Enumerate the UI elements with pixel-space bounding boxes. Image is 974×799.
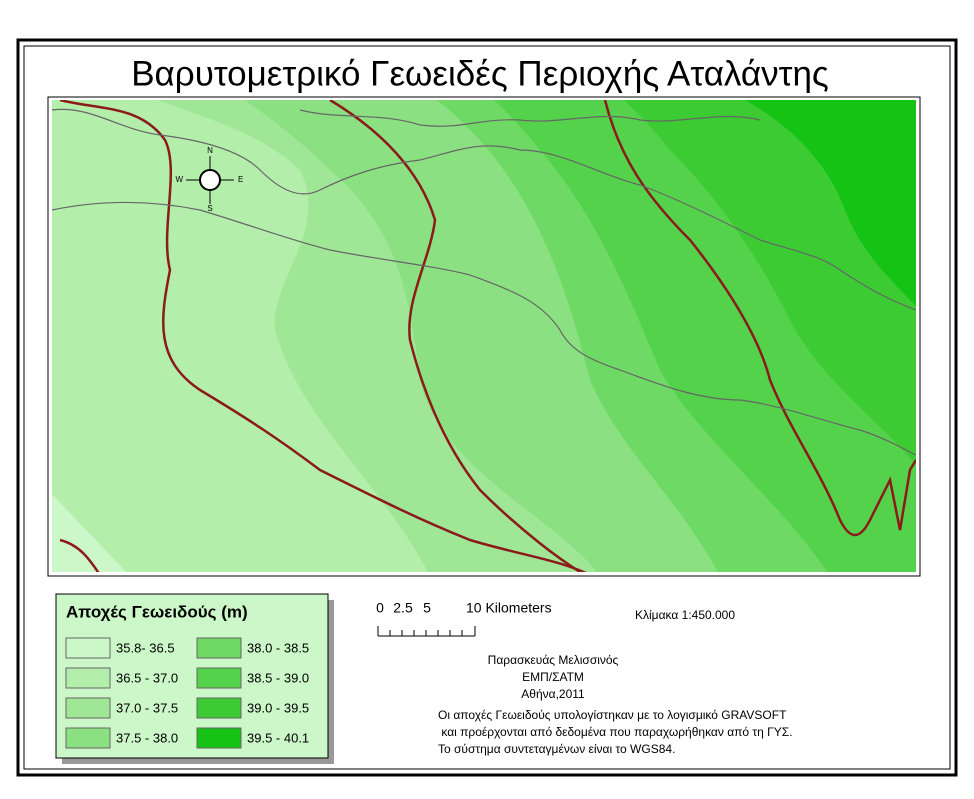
coastline (52, 201, 916, 456)
legend-label: 35.8- 36.5 (116, 640, 175, 655)
legend-label: 39.5 - 40.1 (247, 730, 309, 745)
note: Το σύστημα συντεταγμένων είναι το WGS84. (438, 742, 675, 756)
legend-items: 35.8- 36.5 36.5 - 37.0 37.0 - 37.5 37.5 - 3… (65, 637, 309, 749)
scale-bar: 0 2.5 5 10 Kilometers (376, 600, 552, 637)
legend-title: Αποχές Γεωειδούς (m) (66, 602, 248, 621)
legend-label: 38.5 - 39.0 (247, 670, 309, 685)
credit: Αθήνα,2011 (521, 687, 585, 701)
note: και προέρχονται από δεδομένα που παραχωρ… (438, 725, 793, 739)
boundary (603, 100, 916, 537)
coastline (299, 109, 761, 127)
map-zones (52, 100, 916, 572)
legend-swatch (196, 697, 242, 719)
compass-e: E (238, 175, 243, 184)
compass: N E S W (175, 146, 243, 213)
compass-s: S (207, 204, 212, 213)
scale-bar-label: 10 Kilometers (466, 600, 552, 616)
compass-ring (199, 169, 221, 191)
boundary (59, 100, 587, 572)
boundary (59, 538, 100, 572)
legend-swatch (196, 727, 242, 749)
map-title: Βαρυτομετρικό Γεωειδές Περιοχής Αταλάντη… (131, 54, 829, 93)
scale-text: Κλίμακα 1:450.000 (635, 608, 735, 622)
scale-bar-label: 5 (423, 600, 431, 616)
legend-swatch (196, 667, 242, 689)
credit: ΕΜΠ/ΣΑΤΜ (522, 670, 584, 684)
legend-label: 36.5 - 37.0 (116, 670, 178, 685)
compass-n: N (207, 146, 213, 155)
zone (745, 100, 916, 306)
map-lines (52, 100, 916, 572)
legend-label: 38.0 - 38.5 (247, 640, 309, 655)
legend-swatch (65, 637, 111, 659)
legend-swatch (65, 727, 111, 749)
credit: Παρασκευάς Μελισσινός (488, 653, 619, 667)
legend-label: 39.0 - 39.5 (247, 700, 309, 715)
coastline (52, 108, 916, 311)
scale-bar-label: 0 (376, 600, 384, 616)
scale-bar-label: 2.5 (393, 600, 413, 616)
note: Οι αποχές Γεωειδούς υπολογίστηκαν με το … (438, 708, 787, 722)
legend-label: 37.0 - 37.5 (116, 700, 178, 715)
inner-frame (23, 45, 951, 770)
scale-bar-ticks (377, 626, 476, 636)
boundary (329, 100, 583, 572)
legend-swatch (65, 697, 111, 719)
compass-w: W (175, 175, 183, 184)
legend-swatch (65, 667, 111, 689)
legend-label: 37.5 - 38.0 (116, 730, 178, 745)
legend-swatch (196, 637, 242, 659)
